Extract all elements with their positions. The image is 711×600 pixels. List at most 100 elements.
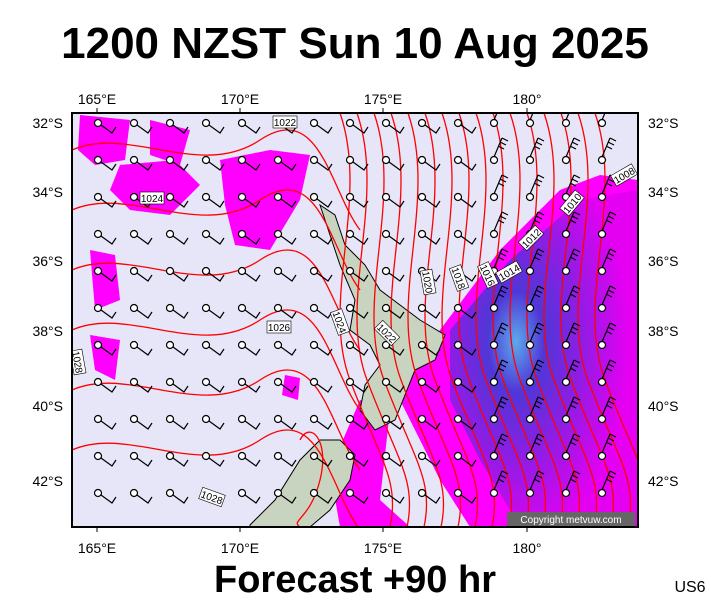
- barb-station: [201, 414, 211, 424]
- barb: [424, 420, 441, 430]
- barb-station: [165, 377, 175, 387]
- barb: [172, 272, 189, 282]
- barb: [136, 124, 153, 134]
- barb: [244, 161, 261, 171]
- barb: [601, 248, 617, 269]
- barb: [352, 161, 369, 171]
- isobar-label: 1020: [419, 268, 437, 296]
- barb: [136, 161, 153, 171]
- lat-label: 34°S: [32, 184, 63, 200]
- barb: [388, 272, 405, 282]
- lat-label: 40°S: [32, 398, 63, 414]
- isobar: [475, 113, 530, 527]
- barb: [493, 248, 509, 269]
- barb-station: [129, 266, 139, 276]
- barb: [493, 322, 509, 343]
- barb-station: [417, 414, 427, 424]
- barb-station: [165, 118, 175, 128]
- barb: [565, 359, 581, 380]
- barb: [208, 457, 225, 467]
- barb: [208, 346, 225, 356]
- barb-station: [381, 451, 391, 461]
- barb: [100, 124, 117, 134]
- barb: [208, 309, 225, 319]
- isobar: [72, 369, 361, 471]
- barb: [388, 235, 405, 245]
- barb-station: [237, 414, 247, 424]
- barb-station: [309, 266, 319, 276]
- barb-station: [93, 340, 103, 350]
- barb: [280, 457, 297, 467]
- barb-station: [309, 377, 319, 387]
- barb: [172, 309, 189, 319]
- lon-label: 180°: [513, 91, 542, 107]
- barb: [172, 494, 189, 504]
- barb: [244, 494, 261, 504]
- barb-station: [309, 155, 319, 165]
- barb-station: [453, 192, 463, 202]
- barb: [136, 494, 153, 504]
- barb: [136, 309, 153, 319]
- barb-station: [237, 229, 247, 239]
- barb-station: [525, 340, 535, 350]
- barb-station: [129, 340, 139, 350]
- barb-station: [489, 488, 499, 498]
- barb: [244, 124, 261, 134]
- barb-station: [381, 340, 391, 350]
- barb-station: [93, 488, 103, 498]
- barb-station: [129, 414, 139, 424]
- barb: [460, 383, 477, 393]
- barb: [388, 198, 405, 208]
- barb-station: [561, 118, 571, 128]
- barb: [280, 346, 297, 356]
- barb: [352, 272, 369, 282]
- barb: [529, 285, 545, 306]
- barb: [529, 174, 545, 195]
- barb-station: [93, 229, 103, 239]
- barb-station: [417, 229, 427, 239]
- barb: [565, 433, 581, 454]
- barb-station: [273, 303, 283, 313]
- storm-core: [450, 190, 638, 527]
- barb-station: [597, 266, 607, 276]
- barb-station: [597, 303, 607, 313]
- barb-station: [345, 488, 355, 498]
- barb-station: [345, 340, 355, 350]
- barb-station: [453, 118, 463, 128]
- barb-station: [597, 192, 607, 202]
- barb-station: [453, 377, 463, 387]
- barb: [493, 433, 509, 454]
- barb-station: [201, 377, 211, 387]
- copyright: Copyright metvuw.com: [520, 515, 621, 526]
- barb-station: [165, 340, 175, 350]
- barb: [136, 457, 153, 467]
- barb-station: [129, 155, 139, 165]
- barb-station: [597, 488, 607, 498]
- barb: [316, 494, 333, 504]
- barb-station: [165, 155, 175, 165]
- barb: [172, 198, 189, 208]
- barb-station: [561, 377, 571, 387]
- barb-station: [417, 118, 427, 128]
- barb-station: [345, 451, 355, 461]
- barb-station: [309, 340, 319, 350]
- barb: [601, 470, 617, 491]
- barb-station: [561, 266, 571, 276]
- barb: [529, 359, 545, 380]
- barb-station: [273, 229, 283, 239]
- lat-label: 32°S: [648, 115, 679, 131]
- barb: [493, 137, 509, 158]
- barb-station: [129, 118, 139, 128]
- barb-station: [489, 451, 499, 461]
- barb: [100, 494, 117, 504]
- barb-station: [93, 451, 103, 461]
- barb-station: [237, 155, 247, 165]
- barb: [172, 161, 189, 171]
- barb: [100, 383, 117, 393]
- barb: [316, 383, 333, 393]
- barb: [424, 198, 441, 208]
- barb-station: [237, 377, 247, 387]
- isobar-label: 1022: [272, 115, 298, 129]
- isobar: [339, 113, 394, 527]
- barb-station: [93, 266, 103, 276]
